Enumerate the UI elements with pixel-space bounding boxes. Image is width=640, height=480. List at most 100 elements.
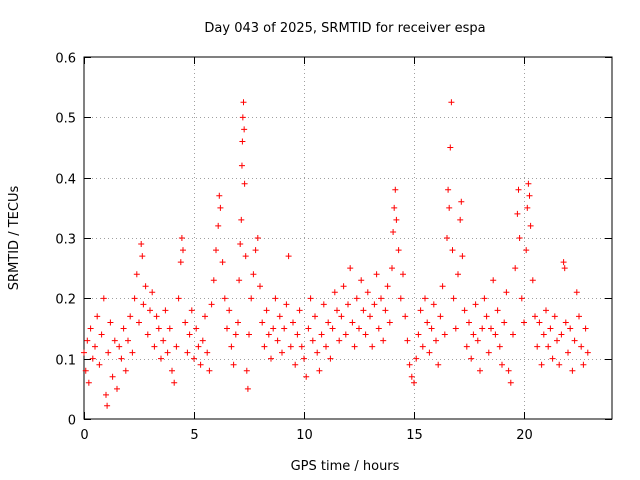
data-point — [358, 277, 365, 284]
data-point — [459, 253, 466, 260]
data-point — [238, 216, 245, 223]
data-point — [131, 295, 138, 302]
data-point — [524, 204, 531, 211]
data-point — [103, 391, 109, 398]
data-point — [452, 325, 459, 332]
data-point — [118, 355, 125, 362]
data-point — [573, 289, 580, 296]
data-point — [254, 235, 261, 241]
data-point — [125, 337, 131, 344]
data-point — [175, 295, 182, 302]
data-point — [294, 331, 301, 338]
data-point — [463, 343, 470, 350]
data-point — [408, 373, 415, 380]
data-point — [479, 325, 486, 332]
x-axis-label: GPS time / hours — [291, 459, 400, 474]
data-point — [496, 343, 503, 350]
data-point — [241, 126, 248, 133]
data-point — [569, 367, 576, 374]
data-point — [345, 301, 351, 308]
data-point — [204, 349, 211, 356]
data-point — [265, 331, 272, 338]
data-point — [208, 301, 215, 308]
data-point — [226, 307, 233, 314]
data-point — [567, 325, 574, 332]
data-point — [521, 319, 527, 326]
data-point — [369, 343, 376, 350]
data-point — [433, 337, 439, 344]
chart-title: Day 043 of 2025, SRMTID for receiver esp… — [204, 21, 485, 36]
y-tick-label: 0.2 — [55, 293, 76, 308]
x-tick-label: 5 — [190, 428, 198, 443]
data-point — [450, 295, 457, 302]
data-point — [364, 289, 371, 296]
data-point — [499, 361, 505, 368]
data-point — [164, 349, 171, 356]
data-point — [331, 289, 338, 296]
data-point — [109, 373, 116, 380]
data-point — [466, 319, 472, 326]
data-point — [239, 138, 246, 145]
data-point — [147, 307, 153, 314]
data-point — [235, 319, 241, 326]
data-point — [270, 325, 277, 332]
data-point — [199, 337, 206, 344]
data-point — [153, 313, 160, 320]
data-point — [490, 277, 497, 284]
data-point — [392, 186, 399, 193]
data-point — [81, 349, 87, 356]
data-point — [411, 379, 417, 386]
data-point — [458, 198, 465, 205]
data-point — [276, 313, 283, 320]
data-point — [94, 313, 101, 320]
data-point — [188, 307, 195, 314]
data-point — [584, 349, 591, 356]
data-point — [305, 325, 312, 332]
data-point — [576, 313, 582, 320]
data-point — [378, 295, 384, 302]
data-point — [419, 343, 426, 350]
data-point — [538, 361, 545, 368]
y-tick-label: 0.3 — [55, 233, 76, 248]
data-point — [514, 210, 521, 217]
data-point — [516, 235, 523, 241]
data-point — [242, 253, 249, 260]
data-point — [518, 295, 525, 302]
data-point — [532, 313, 538, 320]
x-tick-label: 20 — [516, 428, 533, 443]
data-point — [177, 259, 184, 266]
data-point — [549, 355, 556, 362]
data-point — [435, 361, 442, 368]
data-point — [447, 144, 454, 151]
data-point — [84, 337, 91, 344]
data-point — [92, 343, 98, 350]
data-point — [534, 343, 541, 350]
data-point — [356, 325, 362, 332]
data-point — [232, 331, 239, 338]
data-point — [353, 295, 360, 302]
data-point — [100, 295, 107, 302]
data-point — [455, 271, 461, 278]
data-point — [224, 325, 230, 332]
data-point — [166, 325, 173, 332]
data-point — [230, 361, 237, 368]
data-point — [503, 289, 510, 296]
data-point — [89, 355, 96, 362]
data-point — [85, 379, 92, 386]
data-point — [169, 367, 175, 374]
data-point — [468, 355, 475, 362]
data-point — [298, 343, 305, 350]
data-point — [287, 343, 294, 350]
data-point — [314, 349, 321, 356]
data-point — [402, 313, 409, 320]
data-point — [461, 307, 468, 314]
data-point — [439, 283, 446, 290]
data-point — [384, 283, 391, 290]
data-point — [565, 349, 571, 356]
data-point — [501, 319, 508, 326]
data-point — [246, 331, 252, 338]
data-point — [171, 379, 178, 386]
data-point — [241, 180, 248, 187]
data-point — [375, 325, 382, 332]
